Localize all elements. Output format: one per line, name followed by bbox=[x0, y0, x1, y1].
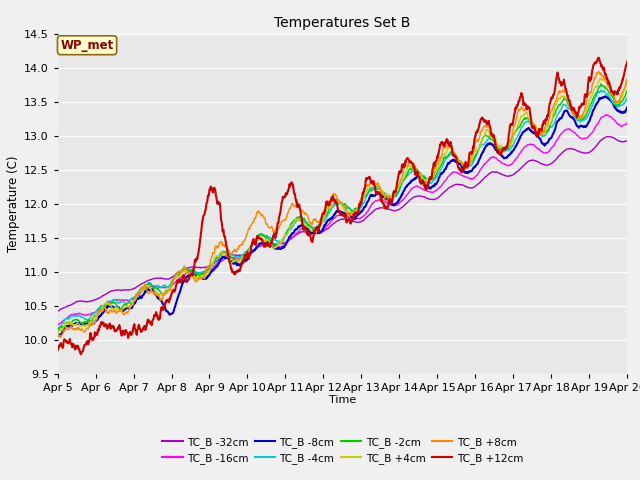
TC_B -4cm bbox=[54, 327, 61, 333]
Line: TC_B -4cm: TC_B -4cm bbox=[58, 90, 627, 330]
TC_B -8cm bbox=[244, 254, 252, 260]
TC_B +12cm bbox=[54, 348, 61, 353]
TC_B +12cm bbox=[244, 253, 252, 259]
TC_B -4cm bbox=[166, 282, 174, 288]
TC_B -4cm bbox=[431, 177, 438, 182]
TC_B -4cm bbox=[556, 108, 563, 114]
TC_B -8cm bbox=[556, 116, 564, 121]
TC_B +12cm bbox=[77, 351, 84, 357]
TC_B -32cm bbox=[431, 196, 438, 202]
TC_B -16cm bbox=[166, 284, 174, 289]
TC_B -16cm bbox=[556, 133, 563, 139]
TC_B -8cm bbox=[623, 105, 631, 110]
TC_B -8cm bbox=[602, 94, 609, 99]
TC_B -2cm bbox=[556, 102, 563, 108]
TC_B +8cm bbox=[167, 286, 175, 291]
TC_B -4cm bbox=[180, 266, 188, 272]
TC_B -32cm bbox=[506, 173, 513, 179]
TC_B +8cm bbox=[431, 165, 439, 170]
TC_B +8cm bbox=[506, 140, 513, 145]
TC_B -16cm bbox=[180, 272, 188, 278]
TC_B -32cm bbox=[180, 266, 188, 272]
TC_B -16cm bbox=[506, 163, 513, 168]
Legend: TC_B -32cm, TC_B -16cm, TC_B -8cm, TC_B -4cm, TC_B -2cm, TC_B +4cm, TC_B +8cm, T: TC_B -32cm, TC_B -16cm, TC_B -8cm, TC_B … bbox=[157, 432, 527, 468]
TC_B +8cm bbox=[556, 88, 564, 94]
X-axis label: Time: Time bbox=[329, 395, 356, 405]
TC_B +12cm bbox=[623, 59, 631, 64]
Line: TC_B +12cm: TC_B +12cm bbox=[58, 58, 627, 354]
TC_B -2cm bbox=[506, 144, 513, 150]
TC_B +4cm bbox=[244, 250, 252, 255]
TC_B -4cm bbox=[244, 248, 252, 253]
Line: TC_B +4cm: TC_B +4cm bbox=[58, 78, 627, 336]
TC_B +8cm bbox=[54, 333, 61, 338]
TC_B -32cm bbox=[623, 138, 631, 144]
TC_B +8cm bbox=[57, 335, 65, 340]
Line: TC_B -16cm: TC_B -16cm bbox=[58, 115, 627, 325]
TC_B -8cm bbox=[54, 333, 61, 339]
TC_B +4cm bbox=[180, 268, 188, 274]
TC_B -16cm bbox=[623, 120, 631, 126]
TC_B +12cm bbox=[595, 55, 602, 60]
TC_B +12cm bbox=[167, 293, 175, 299]
TC_B -16cm bbox=[431, 188, 438, 194]
TC_B +8cm bbox=[623, 76, 631, 82]
TC_B +4cm bbox=[166, 284, 174, 289]
TC_B +4cm bbox=[597, 75, 605, 81]
TC_B -32cm bbox=[166, 276, 174, 281]
TC_B -8cm bbox=[431, 181, 439, 187]
TC_B +12cm bbox=[556, 80, 564, 86]
TC_B -32cm bbox=[244, 251, 252, 257]
TC_B -32cm bbox=[556, 153, 563, 158]
TC_B -32cm bbox=[604, 133, 612, 139]
TC_B -2cm bbox=[54, 328, 61, 334]
TC_B +8cm bbox=[595, 69, 602, 74]
TC_B +12cm bbox=[181, 276, 189, 281]
TC_B -32cm bbox=[54, 308, 61, 314]
TC_B -2cm bbox=[623, 88, 631, 94]
TC_B -2cm bbox=[431, 174, 438, 180]
TC_B +12cm bbox=[431, 160, 439, 166]
TC_B +8cm bbox=[181, 264, 189, 270]
TC_B -4cm bbox=[597, 87, 605, 93]
Text: WP_met: WP_met bbox=[60, 39, 114, 52]
TC_B -16cm bbox=[602, 112, 610, 118]
TC_B -4cm bbox=[623, 95, 631, 100]
Line: TC_B +8cm: TC_B +8cm bbox=[58, 72, 627, 337]
TC_B +4cm bbox=[556, 96, 563, 101]
TC_B -16cm bbox=[54, 322, 61, 328]
TC_B -8cm bbox=[54, 334, 62, 339]
TC_B +4cm bbox=[431, 170, 438, 176]
Line: TC_B -8cm: TC_B -8cm bbox=[58, 96, 627, 336]
Line: TC_B -32cm: TC_B -32cm bbox=[58, 136, 627, 311]
TC_B +4cm bbox=[623, 80, 631, 85]
TC_B -8cm bbox=[181, 277, 189, 283]
TC_B -16cm bbox=[244, 254, 252, 260]
TC_B +12cm bbox=[506, 126, 513, 132]
TC_B -2cm bbox=[244, 247, 252, 253]
TC_B -2cm bbox=[597, 81, 605, 87]
TC_B -8cm bbox=[506, 152, 513, 158]
TC_B +4cm bbox=[54, 333, 61, 339]
Title: Temperatures Set B: Temperatures Set B bbox=[274, 16, 411, 30]
TC_B -2cm bbox=[166, 283, 174, 288]
TC_B +4cm bbox=[506, 143, 513, 149]
Line: TC_B -2cm: TC_B -2cm bbox=[58, 84, 627, 331]
TC_B +8cm bbox=[244, 227, 252, 232]
TC_B -2cm bbox=[180, 266, 188, 272]
TC_B -4cm bbox=[506, 147, 513, 153]
TC_B -8cm bbox=[167, 311, 175, 317]
Y-axis label: Temperature (C): Temperature (C) bbox=[6, 156, 20, 252]
